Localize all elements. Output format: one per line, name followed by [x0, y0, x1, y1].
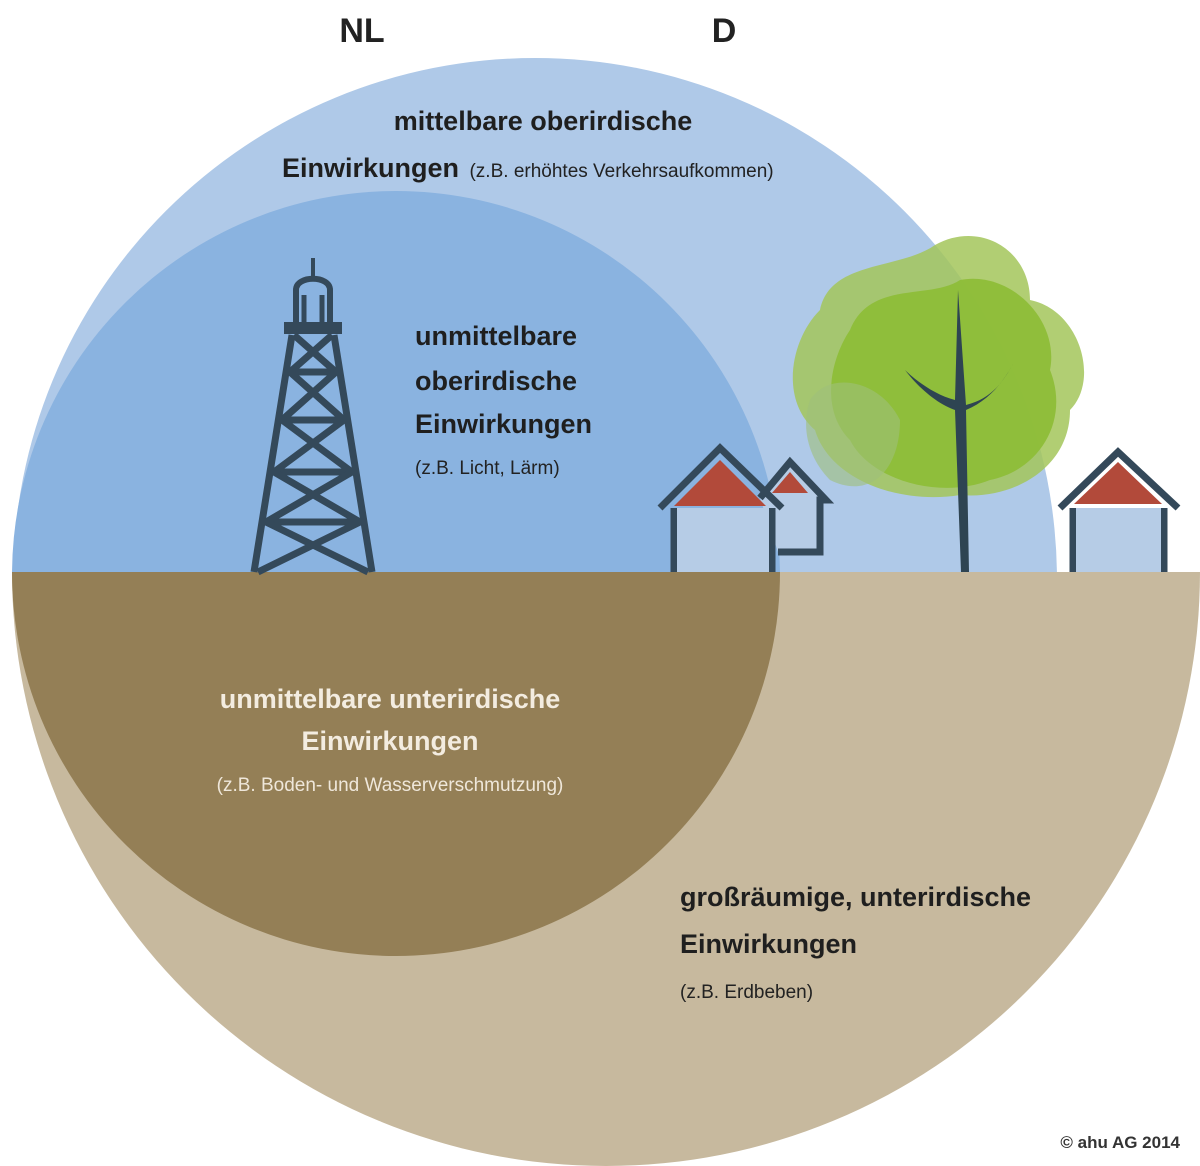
zone-title: Einwirkungen: [301, 726, 478, 756]
zone-title: oberirdische: [415, 366, 577, 396]
zone-example: (z.B. Licht, Lärm): [415, 458, 560, 479]
copyright: © ahu AG 2014: [1060, 1133, 1180, 1152]
country-label: NL: [339, 12, 384, 50]
zone-title: unmittelbare: [415, 321, 577, 351]
zone-title: Einwirkungen: [415, 409, 592, 439]
zone-title: Einwirkungen: [282, 153, 459, 183]
zone-title: Einwirkungen: [680, 929, 857, 959]
zone-title: mittelbare oberirdische: [394, 106, 693, 136]
zone-example: (z.B. Erdbeben): [680, 982, 813, 1003]
diagram: NL D mittelbare oberirdische Einwirkunge…: [0, 0, 1200, 1166]
zone-example: (z.B. erhöhtes Verkehrsaufkommen): [469, 161, 773, 182]
zone-title: unmittelbare unterirdische: [220, 684, 561, 714]
country-label: D: [712, 12, 737, 50]
zone-title: großräumige, unterirdische: [680, 882, 1031, 912]
zone-example: (z.B. Boden- und Wasserverschmutzung): [217, 775, 564, 796]
